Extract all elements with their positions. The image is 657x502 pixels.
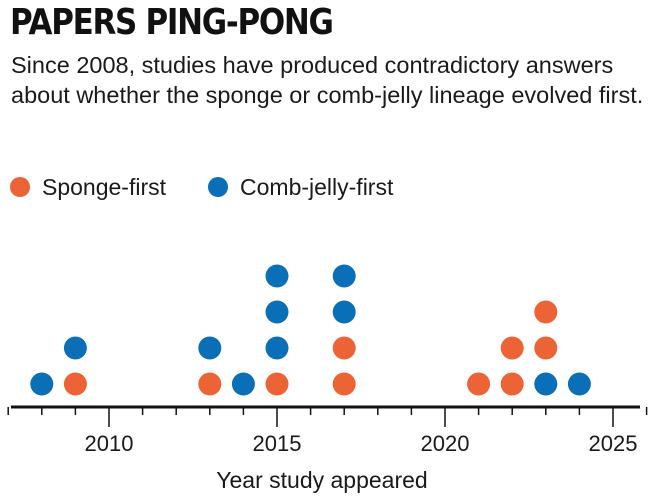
data-point-sponge-first bbox=[198, 372, 222, 396]
data-point-comb-jelly-first bbox=[198, 336, 222, 360]
legend-label-sponge-first: Sponge-first bbox=[42, 173, 167, 200]
x-tick-label: 2015 bbox=[253, 431, 302, 456]
legend-swatch-sponge-first bbox=[10, 177, 30, 197]
chart-subtitle: Since 2008, studies have produced contra… bbox=[11, 52, 644, 108]
data-point-comb-jelly-first bbox=[265, 300, 289, 324]
x-tick-label: 2025 bbox=[589, 431, 638, 456]
data-point-sponge-first bbox=[534, 336, 558, 360]
data-point-sponge-first bbox=[265, 372, 289, 396]
x-tick-label: 2020 bbox=[421, 431, 470, 456]
x-tick-label: 2010 bbox=[85, 431, 134, 456]
data-point-sponge-first bbox=[500, 336, 524, 360]
data-point-sponge-first bbox=[467, 372, 491, 396]
data-point-comb-jelly-first bbox=[231, 372, 255, 396]
x-axis: 2010 2015 2020 2025 bbox=[7, 405, 648, 456]
data-point-sponge-first bbox=[534, 300, 558, 324]
data-point-sponge-first bbox=[332, 372, 356, 396]
legend: Sponge-first Comb-jelly-first bbox=[10, 172, 435, 202]
data-point-comb-jelly-first bbox=[332, 264, 356, 288]
legend-item-comb-jelly-first: Comb-jelly-first bbox=[208, 174, 393, 201]
data-point-comb-jelly-first bbox=[30, 372, 54, 396]
legend-swatch-comb-jelly-first bbox=[208, 177, 229, 197]
data-point-comb-jelly-first bbox=[332, 300, 356, 324]
data-point-comb-jelly-first bbox=[534, 372, 558, 396]
x-axis-title: Year study appeared bbox=[216, 467, 427, 493]
chart-title: PAPERS PING-PONG bbox=[10, 2, 334, 43]
legend-item-sponge-first: Sponge-first bbox=[10, 174, 166, 201]
data-point-comb-jelly-first bbox=[567, 372, 591, 396]
data-point-sponge-first bbox=[63, 372, 87, 396]
data-point-comb-jelly-first bbox=[265, 264, 289, 288]
data-point-sponge-first bbox=[500, 372, 524, 396]
data-points bbox=[30, 264, 591, 396]
data-point-comb-jelly-first bbox=[63, 336, 87, 360]
data-point-sponge-first bbox=[332, 336, 356, 360]
legend-label-comb-jelly-first: Comb-jelly-first bbox=[240, 173, 394, 200]
data-point-comb-jelly-first bbox=[265, 336, 289, 360]
